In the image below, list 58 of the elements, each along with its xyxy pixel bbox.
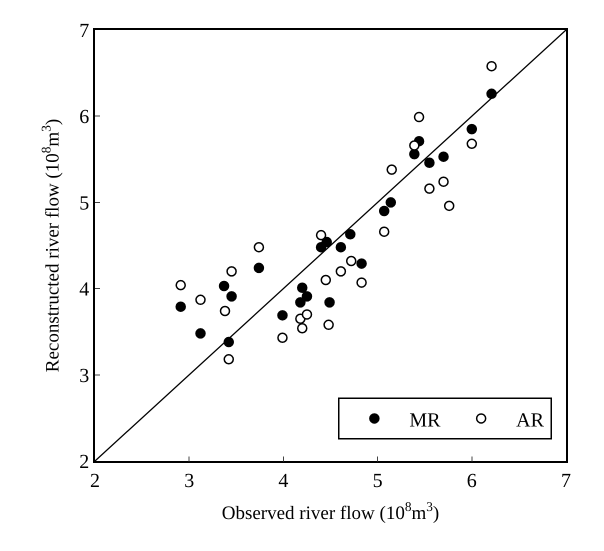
point xyxy=(424,183,435,194)
point xyxy=(321,236,332,248)
x-tick-label: 3 xyxy=(184,470,194,492)
point xyxy=(378,206,390,216)
point xyxy=(444,200,454,212)
point xyxy=(195,294,206,306)
point xyxy=(254,262,264,274)
point xyxy=(466,124,478,134)
point xyxy=(378,226,390,237)
point xyxy=(295,297,306,308)
point xyxy=(346,256,356,266)
legend-label: AR xyxy=(516,409,545,432)
point xyxy=(218,280,230,292)
point xyxy=(356,258,367,269)
point xyxy=(386,164,397,175)
x-tick-label: 5 xyxy=(372,470,383,492)
point xyxy=(345,229,356,240)
point xyxy=(356,277,367,288)
point xyxy=(438,151,449,162)
point xyxy=(414,112,424,122)
point xyxy=(438,176,449,187)
point xyxy=(224,354,234,365)
y-tick-label: 2 xyxy=(79,451,90,473)
point xyxy=(336,242,346,252)
point xyxy=(323,320,334,330)
x-tick-label: 4 xyxy=(278,470,288,492)
point xyxy=(175,280,186,290)
x-tick-label: 7 xyxy=(561,470,571,492)
point xyxy=(486,60,497,72)
point xyxy=(226,266,237,277)
point xyxy=(466,138,478,150)
point xyxy=(226,291,237,302)
point xyxy=(175,301,186,312)
x-tick-label: 6 xyxy=(466,470,477,492)
x-axis-title: Observed river flow (10$^{8}$m$^{3}$) xyxy=(222,499,440,524)
point xyxy=(302,309,312,320)
point xyxy=(220,306,230,316)
point xyxy=(277,310,288,321)
y-tick-label: 7 xyxy=(79,20,90,42)
point xyxy=(324,297,335,308)
point xyxy=(302,291,312,302)
point xyxy=(254,242,264,252)
point xyxy=(296,282,308,293)
point xyxy=(296,323,308,334)
point xyxy=(409,140,420,151)
point xyxy=(409,148,420,160)
legend-label: MR xyxy=(409,409,442,432)
y-tick-label: 4 xyxy=(79,278,90,301)
point xyxy=(277,332,288,343)
y-tick-label: 6 xyxy=(79,106,90,128)
point xyxy=(386,197,396,208)
point xyxy=(195,328,206,339)
point xyxy=(336,266,346,277)
point xyxy=(320,274,332,286)
y-tick-label: 5 xyxy=(79,192,90,214)
y-tick-label: 3 xyxy=(79,364,90,387)
point xyxy=(316,230,326,240)
point xyxy=(424,158,435,168)
